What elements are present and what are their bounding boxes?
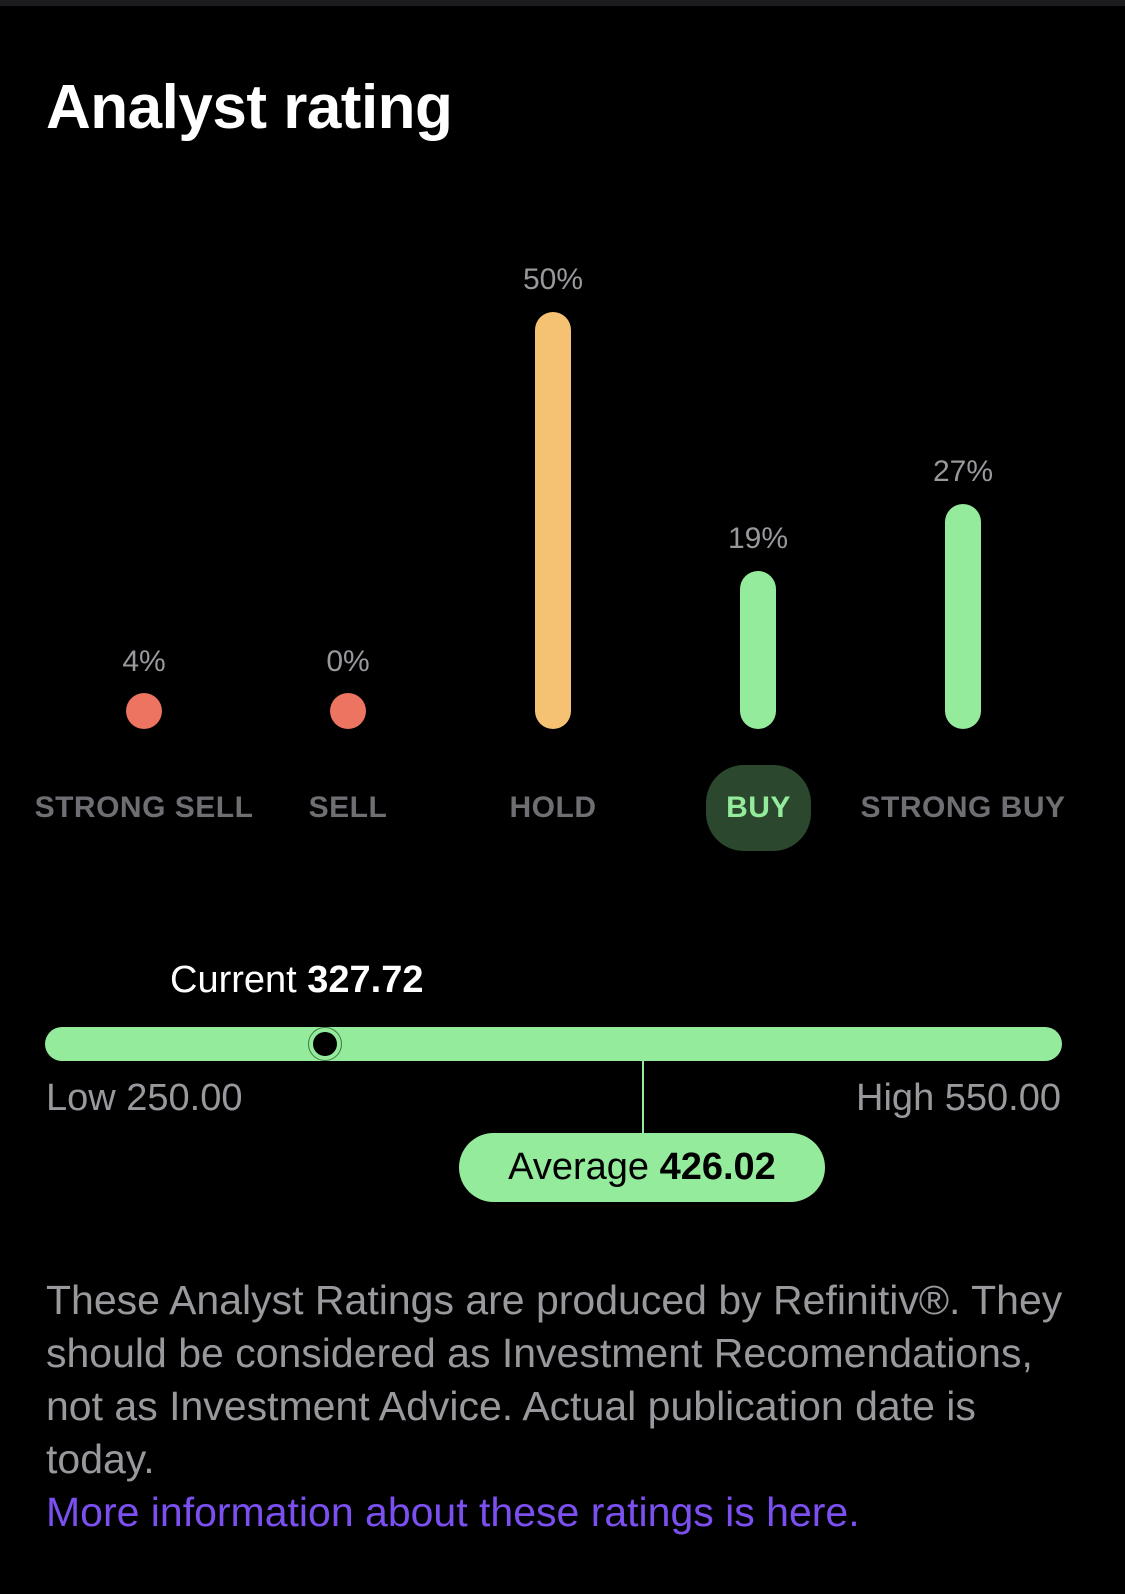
low-label-text: Low — [46, 1077, 116, 1119]
category-sell[interactable]: SELL — [308, 791, 388, 824]
average-label-text: Average — [508, 1146, 650, 1188]
disclaimer: These Analyst Ratings are produced by Re… — [46, 1274, 1086, 1539]
strong-sell-dot — [126, 693, 162, 729]
page-title: Analyst rating — [46, 73, 453, 142]
current-price-label: Current 327.72 — [170, 958, 424, 1002]
more-info-link[interactable]: More information about these ratings is … — [46, 1489, 860, 1535]
current-price-value: 327.72 — [307, 959, 424, 1001]
average-price-value: 426.02 — [659, 1146, 776, 1188]
average-price-connector — [642, 1061, 644, 1135]
current-price-marker-ring — [308, 1027, 342, 1061]
high-label-text: High — [856, 1077, 935, 1119]
sell-percent: 0% — [326, 645, 370, 678]
current-price-marker — [313, 1032, 337, 1056]
buy-bar — [740, 571, 776, 729]
category-buy-selected[interactable]: BUY — [706, 765, 811, 851]
high-price-label: High 550.00 — [856, 1076, 1061, 1120]
hold-bar — [535, 312, 571, 729]
category-hold[interactable]: HOLD — [509, 791, 597, 824]
high-price-value: 550.00 — [944, 1077, 1061, 1119]
top-divider — [0, 0, 1125, 6]
strong-buy-percent: 27% — [932, 455, 994, 488]
disclaimer-text: These Analyst Ratings are produced by Re… — [46, 1277, 1063, 1482]
current-label-text: Current — [170, 959, 297, 1001]
category-strong-sell[interactable]: STRONG SELL — [34, 791, 254, 824]
strong-buy-bar — [945, 504, 981, 729]
hold-percent: 50% — [522, 263, 584, 296]
buy-percent: 19% — [727, 522, 789, 555]
average-price-badge: Average 426.02 — [459, 1133, 825, 1202]
price-range-track — [45, 1027, 1062, 1061]
low-price-label: Low 250.00 — [46, 1076, 243, 1120]
strong-sell-percent: 4% — [122, 645, 166, 678]
sell-dot — [330, 693, 366, 729]
category-strong-buy[interactable]: STRONG BUY — [860, 791, 1066, 824]
low-price-value: 250.00 — [126, 1077, 243, 1119]
